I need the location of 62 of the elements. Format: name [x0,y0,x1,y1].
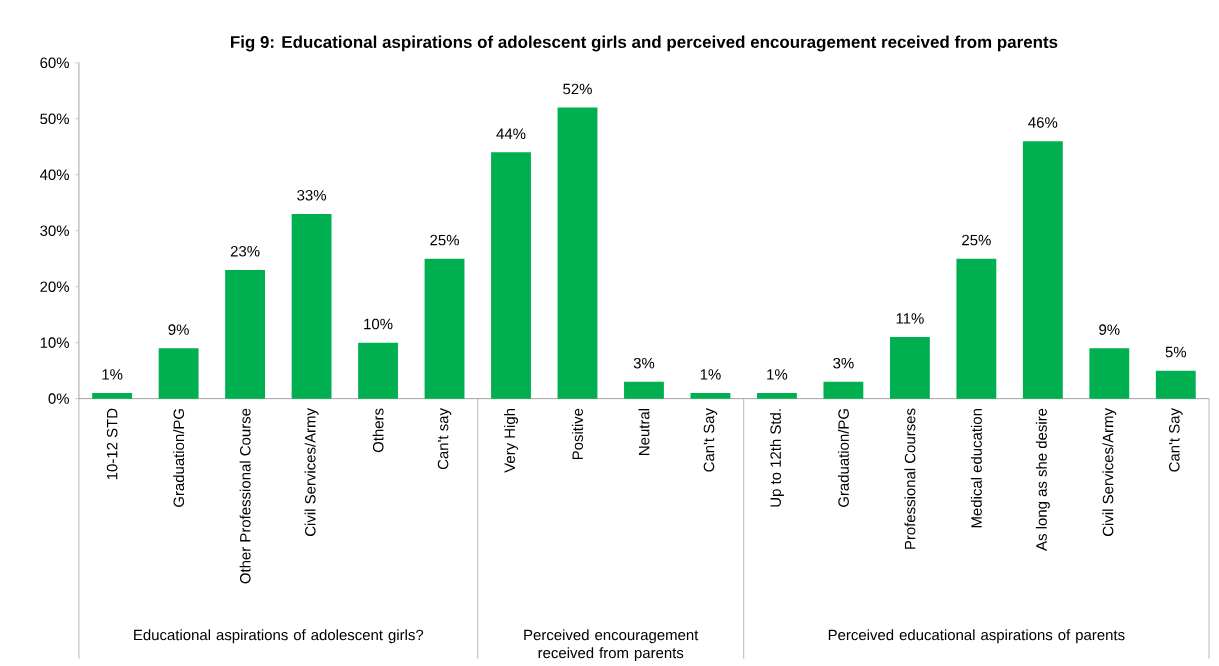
data-label: 11% [896,313,924,324]
bar [889,337,930,399]
x-tick-label: Very High [504,408,518,473]
data-label: 3% [833,357,854,369]
x-tick-label: Civil Services/Army [304,408,319,536]
x-tick-label: Positive [572,408,583,460]
bar [491,152,531,399]
bar [358,342,398,399]
bar [424,258,465,399]
data-label: 9% [1099,324,1120,335]
x-tick-label: Professional Courses [904,408,916,549]
data-label: 1% [700,369,721,380]
data-label: 46% [1028,117,1058,128]
x-tick-label: Neutral [638,408,650,455]
text: Educational aspirations of adolescent girls? [134,629,424,644]
x-tick-label: Can't Say [703,408,718,472]
x-tick-label: Can't say [437,408,452,470]
x-tick-label: 10-12 STD [106,408,118,480]
x-tick-label: Others [372,408,384,453]
bar [757,392,797,399]
data-label: 25% [962,234,991,246]
y-tick-label: 60% [40,57,69,69]
bar [1022,141,1063,399]
y-tick-label: 30% [40,225,69,236]
y-tick-label: 0% [48,393,69,404]
y-tick-label: 40% [39,169,69,180]
data-label: 33% [297,189,326,201]
bar [1089,348,1130,399]
x-tick-label: Civil Services/Army [1102,408,1117,536]
bar [956,258,997,399]
data-label: 9% [168,324,189,335]
chart-title: Fig 9: Educational aspirations of adolescent girls and perceived encouragement received from parents [230,35,1058,52]
y-tick-label: 20% [40,281,69,292]
x-tick-label: Graduation/PG [173,409,185,507]
data-label: 52% [563,83,592,95]
data-label: 44% [496,128,526,139]
bar [690,392,731,399]
data-label: 3% [633,357,655,369]
data-label: 10% [364,318,393,330]
x-tick-label: Can't Say [1169,408,1183,472]
data-label: 25% [430,234,459,246]
bar [291,213,332,399]
bar [823,381,864,399]
bar [92,392,133,399]
data-label: 1% [102,369,123,380]
bar [624,381,664,399]
bar [1155,370,1196,399]
bar [557,107,598,399]
text: Perceived encouragement received from parents [524,629,699,662]
data-label: 1% [767,369,788,380]
y-tick-label: 10% [40,337,69,348]
bar [158,348,199,399]
y-tick-label: 50% [40,113,69,125]
x-tick-label: Graduation/PG [837,409,849,507]
x-tick-label: Medical education [970,408,982,528]
x-tick-label: Other Professional Course [239,408,251,584]
data-label: 23% [230,245,260,257]
x-tick-label: Up to 12th Std. [769,409,784,507]
text: Perceived educational aspirations of parents [828,629,1125,644]
data-label: 5% [1165,346,1187,358]
bar [225,269,266,399]
x-tick-label: As long as she desire [1035,408,1050,551]
